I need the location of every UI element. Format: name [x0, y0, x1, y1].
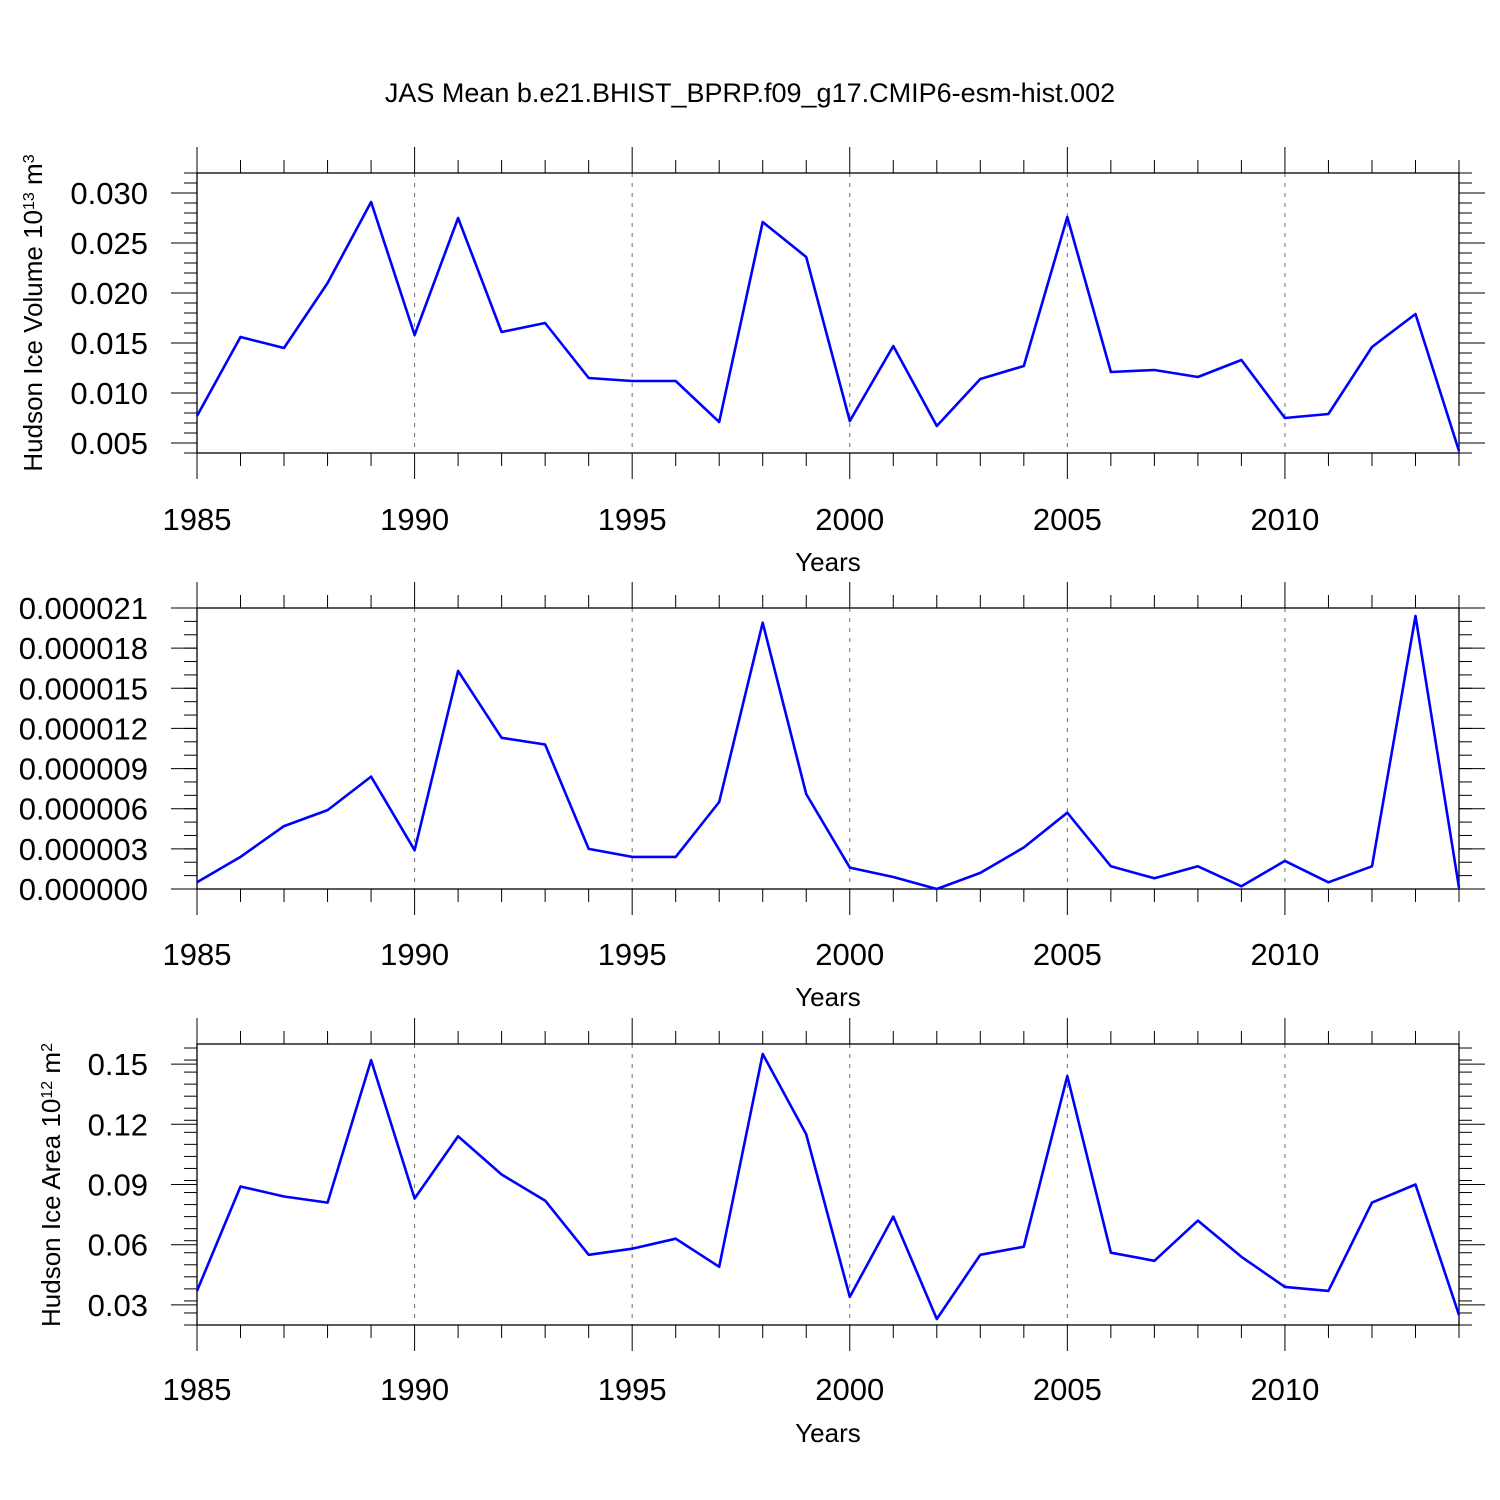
x-tick-label: 1985	[163, 1372, 232, 1407]
x-tick-label: 2010	[1250, 937, 1319, 972]
y-tick-label: 0.010	[70, 376, 148, 411]
x-axis-label: Years	[795, 547, 861, 577]
y-axis-label: Hudson Ice Volume 1013 m3	[18, 154, 48, 471]
x-axis-label: Years	[795, 982, 861, 1012]
y-tick-label: 0.030	[70, 176, 148, 211]
y-tick-label: 0.020	[70, 276, 148, 311]
x-tick-label: 2010	[1250, 502, 1319, 537]
x-tick-label: 2005	[1033, 502, 1102, 537]
y-tick-label: 0.000012	[19, 711, 148, 746]
y-tick-label: 0.000015	[19, 671, 148, 706]
x-tick-label: 2005	[1033, 937, 1102, 972]
x-tick-label: 2000	[815, 937, 884, 972]
plot-frame	[196, 172, 1460, 454]
x-tick-label: 1990	[380, 502, 449, 537]
x-tick-label: 2010	[1250, 1372, 1319, 1407]
x-tick-label: 1995	[598, 502, 667, 537]
plot-frame	[196, 607, 1460, 890]
y-tick-label: 0.09	[88, 1168, 148, 1203]
y-tick-label: 0.12	[88, 1107, 148, 1142]
x-tick-label: 1995	[598, 937, 667, 972]
x-tick-label: 1990	[380, 1372, 449, 1407]
y-tick-label: 0.15	[88, 1047, 148, 1082]
y-tick-label: 0.000000	[19, 872, 148, 907]
y-tick-label: 0.000021	[19, 591, 148, 626]
series-line	[196, 614, 1461, 891]
y-tick-label: 0.000003	[19, 832, 148, 867]
plot-frame	[196, 1043, 1460, 1326]
chart-panel-1: 1985 1990 1995 2000 2005 2010 0.005 0.010 0.015 0…	[18, 147, 1485, 577]
y-tick-label: 0.03	[88, 1288, 148, 1323]
series-line	[195, 1052, 1461, 1321]
y-tick-label: 0.015	[70, 326, 148, 361]
x-tick-label: 1990	[380, 937, 449, 972]
y-tick-label: 0.000018	[19, 631, 148, 666]
x-tick-label: 1985	[163, 937, 232, 972]
x-tick-label: 2000	[815, 502, 884, 537]
x-tick-label: 1985	[163, 502, 232, 537]
y-tick-label: 0.000006	[19, 792, 148, 827]
x-axis-label: Years	[795, 1418, 861, 1448]
series-line	[195, 200, 1461, 452]
y-tick-label: 0.025	[70, 226, 148, 261]
x-tick-label: 2005	[1033, 1372, 1102, 1407]
x-tick-label: 1995	[598, 1372, 667, 1407]
y-axis-label: Hudson Ice Area 1012 m2	[36, 1043, 66, 1327]
y-tick-label: 0.000009	[19, 752, 148, 787]
y-tick-label: 0.005	[70, 426, 148, 461]
chart-panel-3: 1985 1990 1995 2000 2005 2010 0.03 0.06 0.09 0.12…	[36, 1018, 1485, 1448]
x-tick-label: 2000	[815, 1372, 884, 1407]
chart-panel-2: 1985 1990 1995 2000 2005 2010 0.000000 0.000003…	[19, 582, 1485, 1012]
chart-title: JAS Mean b.e21.BHIST_BPRP.f09_g17.CMIP6-…	[385, 78, 1115, 108]
y-tick-label: 0.06	[88, 1228, 148, 1263]
